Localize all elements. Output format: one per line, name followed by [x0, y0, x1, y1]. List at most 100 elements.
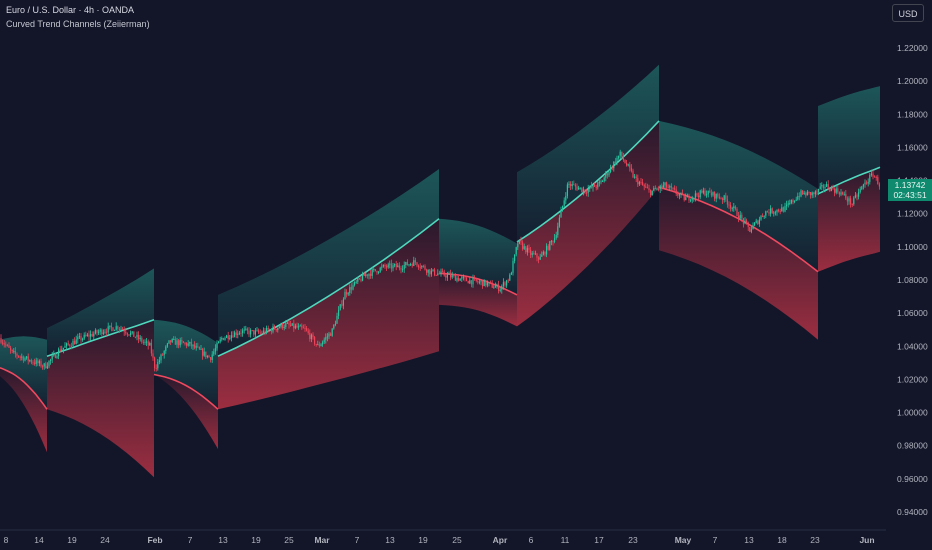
candle [203, 351, 205, 356]
candle [656, 188, 658, 190]
candle [269, 329, 271, 331]
candle [248, 330, 250, 335]
candle [195, 346, 197, 348]
candle [142, 341, 144, 343]
indicator-label[interactable]: Curved Trend Channels (Zeiierman) [6, 19, 150, 29]
candle [506, 280, 508, 286]
candle [69, 344, 71, 346]
candle [432, 269, 434, 271]
currency-button[interactable]: USD [892, 4, 924, 22]
time-tick-label: Feb [147, 535, 162, 545]
candle [206, 355, 208, 358]
candle [272, 326, 274, 332]
candle [72, 341, 74, 347]
candle [38, 361, 40, 364]
candle [173, 339, 175, 340]
candle [117, 326, 119, 329]
candle [43, 363, 45, 367]
candle [310, 334, 312, 339]
candle [88, 334, 90, 337]
candle [442, 271, 444, 273]
candle [251, 330, 253, 332]
candle [59, 349, 61, 352]
candle [181, 340, 183, 342]
candle [51, 355, 53, 360]
candle [814, 191, 816, 195]
candle [94, 330, 96, 334]
candle [186, 343, 188, 346]
candle [382, 265, 384, 267]
candle [565, 196, 567, 201]
candle [222, 338, 224, 340]
candle [666, 182, 668, 188]
price-axis[interactable]: 0.94000 0.96000 0.98000 1.00000 1.02000 1.040… [886, 0, 932, 530]
candle [307, 330, 309, 333]
candle [678, 194, 680, 196]
candle [37, 360, 39, 364]
candle [714, 192, 716, 199]
time-tick-label: 23 [628, 535, 638, 545]
candle [595, 186, 597, 188]
candle [3, 343, 5, 345]
candle [746, 220, 748, 223]
uptrend-line [46, 319, 155, 357]
candle [214, 348, 216, 352]
candle [480, 281, 482, 283]
candle [486, 283, 488, 286]
candle [10, 347, 12, 350]
candle [610, 166, 612, 172]
time-tick-label: 7 [355, 535, 360, 545]
candle [638, 182, 640, 185]
candle [429, 269, 431, 275]
candle [155, 368, 157, 369]
price-tick-label: 1.22000 [897, 43, 928, 53]
candle [448, 273, 450, 275]
candle [50, 359, 52, 361]
candle [605, 173, 607, 178]
candle [765, 211, 767, 216]
candle [528, 248, 530, 250]
candle [90, 334, 92, 337]
candle [517, 243, 519, 248]
candle [430, 270, 432, 275]
candle [782, 207, 784, 212]
time-tick-label: 25 [284, 535, 294, 545]
candle [637, 178, 639, 185]
candle [651, 190, 653, 196]
time-tick-label: 7 [713, 535, 718, 545]
candle [178, 340, 180, 346]
candle [344, 291, 346, 300]
symbol-title[interactable]: Euro / U.S. Dollar · 4h · OANDA [6, 5, 135, 15]
candle [371, 269, 373, 276]
candle [598, 182, 600, 184]
candle [827, 184, 829, 189]
time-tick-label: 24 [100, 535, 110, 545]
candle [85, 334, 87, 336]
time-axis[interactable]: 8 14 19 24 Feb 7 13 19 25 Mar 7 13 19 25 Apr 6 11 17 23 May… [0, 529, 932, 550]
candle [774, 212, 776, 214]
candle [717, 193, 719, 197]
candle [510, 272, 512, 275]
candle [211, 354, 213, 360]
candle [288, 322, 290, 325]
candle [683, 194, 685, 201]
time-tick-label: 19 [418, 535, 428, 545]
candle [773, 212, 775, 214]
candle [229, 338, 231, 340]
candle [454, 275, 456, 281]
candle [202, 348, 204, 356]
candle [277, 328, 279, 330]
candle [166, 343, 168, 347]
candle [275, 329, 277, 331]
candle [509, 274, 511, 281]
candle [550, 241, 552, 243]
candle [630, 167, 632, 171]
candle [464, 277, 466, 279]
candle [582, 189, 584, 192]
candle [19, 356, 21, 358]
time-tick-label: 7 [188, 535, 193, 545]
channel-upper-fill [517, 64, 659, 242]
candle [854, 195, 856, 198]
candle [381, 266, 383, 268]
